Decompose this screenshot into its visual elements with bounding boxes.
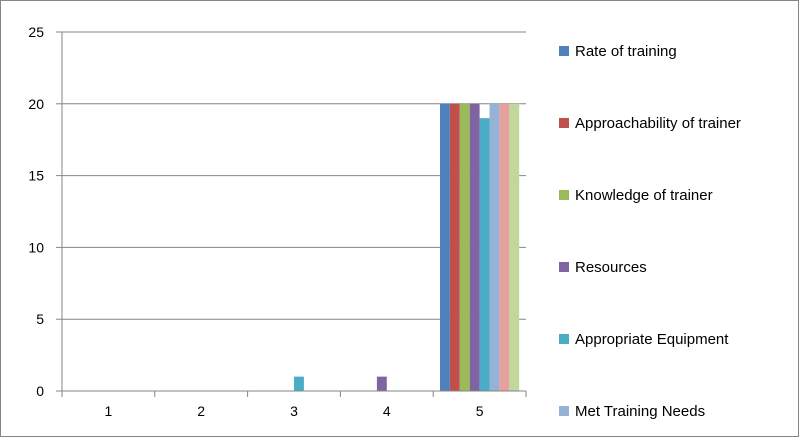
y-tick-label: 25 xyxy=(28,24,44,40)
bar-series-0-cat-4 xyxy=(440,103,450,392)
bar-series-7-cat-4 xyxy=(509,103,520,392)
x-tick-label: 5 xyxy=(476,403,484,419)
legend-label: Rate of training xyxy=(575,43,677,60)
legend-label: Appropriate Equipment xyxy=(575,331,729,348)
bar-series-5-cat-4 xyxy=(489,103,500,392)
x-tick-label: 2 xyxy=(197,403,205,419)
legend-swatch xyxy=(559,118,569,128)
legend-label: Knowledge of trainer xyxy=(575,187,713,204)
bar-series-4-cat-4 xyxy=(479,118,490,391)
x-tick-label: 3 xyxy=(290,403,298,419)
bar-series-3-cat-4 xyxy=(469,103,480,392)
legend-swatch xyxy=(559,190,569,200)
y-tick-label: 5 xyxy=(36,311,44,327)
bar-series-3-cat-3 xyxy=(376,376,387,391)
bar-series-6-cat-4 xyxy=(499,103,510,392)
axes: 0 5 10 15 20 25 1 2 3 4 5 xyxy=(28,24,527,419)
bar-series-1-cat-4 xyxy=(449,103,460,392)
y-tick-label: 15 xyxy=(28,168,44,184)
y-tick-label: 10 xyxy=(28,239,44,255)
legend-label: Approachability of trainer xyxy=(575,115,741,132)
legend-swatch xyxy=(559,334,569,344)
y-tick-label: 20 xyxy=(28,96,44,112)
legend: Rate of training Approachability of train… xyxy=(559,43,741,420)
legend-label: Resources xyxy=(575,259,647,276)
bars xyxy=(294,103,520,392)
legend-swatch xyxy=(559,46,569,56)
x-tick-label: 1 xyxy=(105,403,113,419)
legend-swatch xyxy=(559,406,569,416)
legend-label: Met Training Needs xyxy=(575,403,705,420)
y-tick-label: 0 xyxy=(36,383,44,399)
legend-swatch xyxy=(559,262,569,272)
bar-series-2-cat-4 xyxy=(459,103,470,392)
bar-series-4-cat-2 xyxy=(294,376,304,391)
x-tick-label: 4 xyxy=(383,403,391,419)
